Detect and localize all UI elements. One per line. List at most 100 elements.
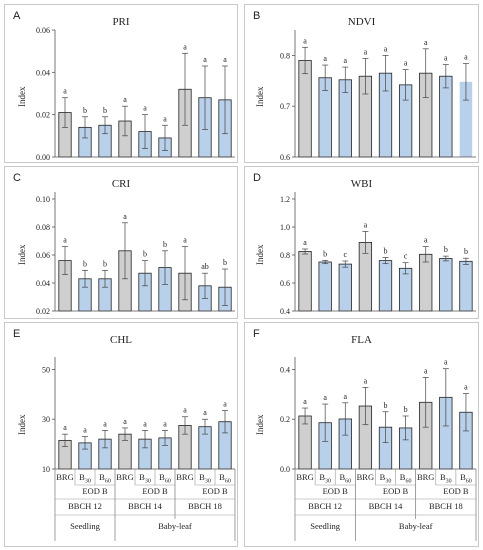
y-tick-label: 10 [42, 465, 50, 474]
panel-letter: C [13, 172, 21, 184]
bar [338, 263, 352, 312]
stage-label: BBCH 14 [128, 501, 163, 511]
treatment-label: B30 [79, 472, 91, 485]
bar [318, 261, 332, 312]
chart-title: CRI [111, 178, 131, 190]
y-tick-label: 0.04 [36, 279, 50, 288]
eod-label: EOD B [383, 486, 409, 496]
panel-letter: E [13, 328, 21, 340]
significance-letter: a [464, 383, 468, 392]
y-tick-label: 1.2 [280, 195, 290, 204]
significance-letter: b [163, 240, 167, 249]
significance-letter: b [83, 106, 87, 115]
phase-label: Baby-leaf [158, 521, 192, 531]
treatment-label: B30 [199, 472, 211, 485]
significance-letter: a [183, 42, 187, 51]
stage-label: BBCH 18 [429, 501, 463, 511]
eod-label: EOD B [82, 486, 108, 496]
bar [298, 60, 312, 158]
significance-letter: a [303, 238, 307, 247]
significance-letter: a [364, 47, 368, 56]
y-tick-label: 0.0 [280, 465, 290, 474]
panel-wbi: 0.4 0.6 0.8 1.0 1.2 a b c a b c a b b D WBI Index [244, 166, 479, 319]
significance-letter: b [223, 258, 227, 267]
y-axis-label: Index [255, 414, 265, 436]
bar [459, 260, 473, 312]
significance-letter: a [63, 236, 67, 245]
y-axis-label: Index [17, 414, 27, 436]
bar [419, 253, 433, 312]
significance-letter: a [143, 419, 147, 428]
stage-label: BBCH 12 [68, 501, 102, 511]
chart-ndvi: 0.6 0.7 0.8 a a a a a a a a a [280, 30, 476, 162]
y-tick-label: 0.4 [280, 307, 290, 316]
significance-letter: a [424, 236, 428, 245]
y-axis-label: Index [255, 86, 265, 108]
significance-letter: a [183, 236, 187, 245]
treatment-label: B30 [440, 472, 452, 485]
bar [439, 75, 453, 158]
stage-label: BBCH 12 [308, 501, 342, 511]
bar [439, 258, 453, 312]
significance-letter: a [444, 54, 448, 63]
y-tick-label: 0.7 [280, 102, 290, 111]
significance-letter: a [203, 408, 207, 417]
eod-label: EOD B [443, 486, 469, 496]
significance-letter: a [183, 406, 187, 415]
treatment-label: B60 [400, 472, 412, 485]
eod-label: EOD B [142, 486, 168, 496]
y-tick-label: 0.02 [36, 307, 50, 316]
phase-label: Seedling [310, 521, 340, 531]
panel-chl: 10 30 50 a a a a a a a a a BRG B30 B60 EOD B BBCH 12 BRG B… [4, 322, 238, 547]
phase-label: Baby-leaf [399, 521, 433, 531]
significance-letter: a [123, 212, 127, 221]
y-tick-label: 0.04 [36, 68, 50, 77]
significance-letter: b [103, 106, 107, 115]
panel-pri: 0.00 0.02 0.04 0.06 a b b a a a a a a A PRI Index [4, 4, 238, 163]
y-tick-label: 0.6 [280, 279, 290, 288]
y-tick-label: 1.0 [280, 223, 290, 232]
y-tick-label: 0.06 [36, 251, 50, 260]
significance-letter: a [83, 426, 87, 435]
panel-letter: B [253, 10, 261, 22]
chart-wbi: 0.4 0.6 0.8 1.0 1.2 a b c a b c a b b [280, 192, 476, 316]
y-axis-label: Index [17, 86, 27, 108]
y-tick-label: 0.02 [36, 111, 50, 120]
stage-label: BBCH 18 [188, 501, 222, 511]
significance-letter: a [223, 55, 227, 64]
y-axis-label: Index [17, 244, 27, 266]
significance-letter: a [303, 397, 307, 406]
treatment-label: BRG [116, 472, 133, 482]
y-tick-label: 0.08 [36, 223, 50, 232]
panel-ndvi: 0.6 0.7 0.8 a a a a a a a a a B NDVI Index [244, 4, 479, 163]
chart-title: NDVI [347, 16, 376, 28]
significance-letter: a [123, 417, 127, 426]
bar [398, 267, 413, 312]
significance-letter: a [464, 53, 468, 62]
treatment-label: BRG [176, 472, 193, 482]
significance-letter: a [163, 419, 167, 428]
significance-letter: a [223, 400, 227, 409]
panel-fla: 0.0 0.2 0.4 a a a a b b a a a BRG B30 B60 EOD B BBCH 12 B… [244, 322, 479, 547]
treatment-label: B30 [319, 472, 331, 485]
treatment-label: B60 [219, 472, 231, 485]
significance-letter: c [404, 252, 408, 261]
treatment-label: BRG [357, 472, 374, 482]
significance-letter: a [364, 376, 368, 385]
significance-letter: a [343, 392, 347, 401]
y-tick-label: 0.8 [280, 251, 290, 260]
significance-letter: c [343, 250, 347, 259]
y-tick-label: 0.00 [36, 153, 50, 162]
treatment-label: B60 [159, 472, 171, 485]
chart-title: PRI [112, 16, 130, 28]
significance-letter: a [424, 38, 428, 47]
significance-letter: b [103, 259, 107, 268]
treatment-label: B30 [380, 472, 392, 485]
y-tick-label: 0.10 [36, 195, 50, 204]
treatment-label: B60 [339, 472, 351, 485]
significance-letter: a [203, 55, 207, 64]
chart-title: WBI [350, 178, 373, 190]
panel-letter: A [13, 10, 21, 22]
bar [459, 81, 473, 157]
